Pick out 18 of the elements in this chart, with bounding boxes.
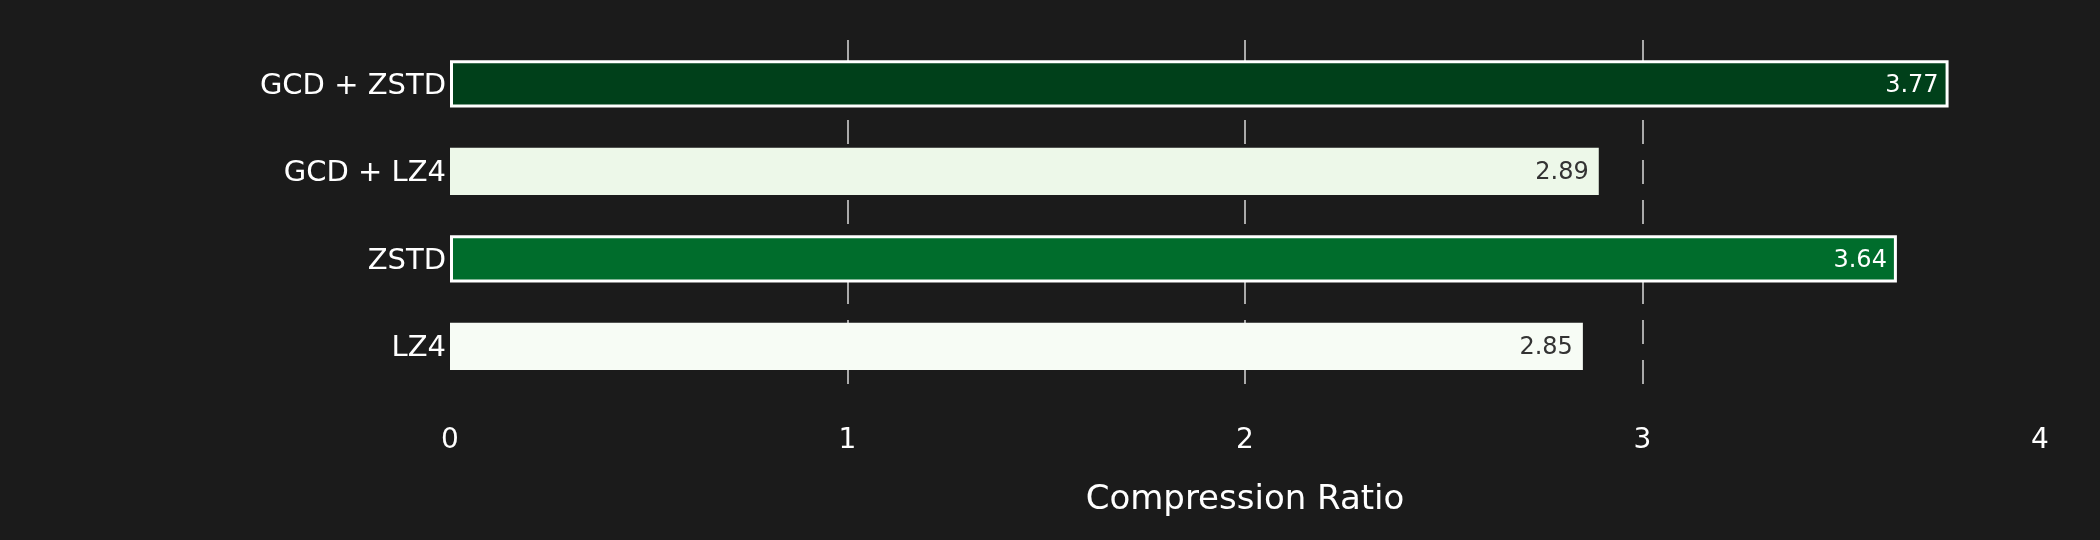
x-tick-label: 2 xyxy=(1236,421,1254,455)
x-axis-title: Compression Ratio xyxy=(1085,477,1405,517)
bar xyxy=(450,60,1949,108)
bar xyxy=(450,322,1583,370)
y-tick-label: LZ4 xyxy=(391,329,446,364)
data-label: 2.85 xyxy=(1519,332,1573,361)
bar xyxy=(450,235,1897,283)
x-tick-label: 1 xyxy=(838,421,857,455)
data-label: 2.89 xyxy=(1535,157,1589,186)
x-tick-label: 0 xyxy=(441,421,459,455)
y-tick-label: ZSTD xyxy=(367,241,446,276)
data-label: 3.64 xyxy=(1833,244,1887,273)
x-tick-label: 4 xyxy=(2031,421,2049,455)
data-label: 3.77 xyxy=(1885,69,1939,98)
bar xyxy=(450,147,1599,195)
y-tick-label: GCD + LZ4 xyxy=(283,154,446,189)
x-tick-label: 3 xyxy=(1633,421,1652,455)
y-tick-label: GCD + ZSTD xyxy=(259,66,446,101)
